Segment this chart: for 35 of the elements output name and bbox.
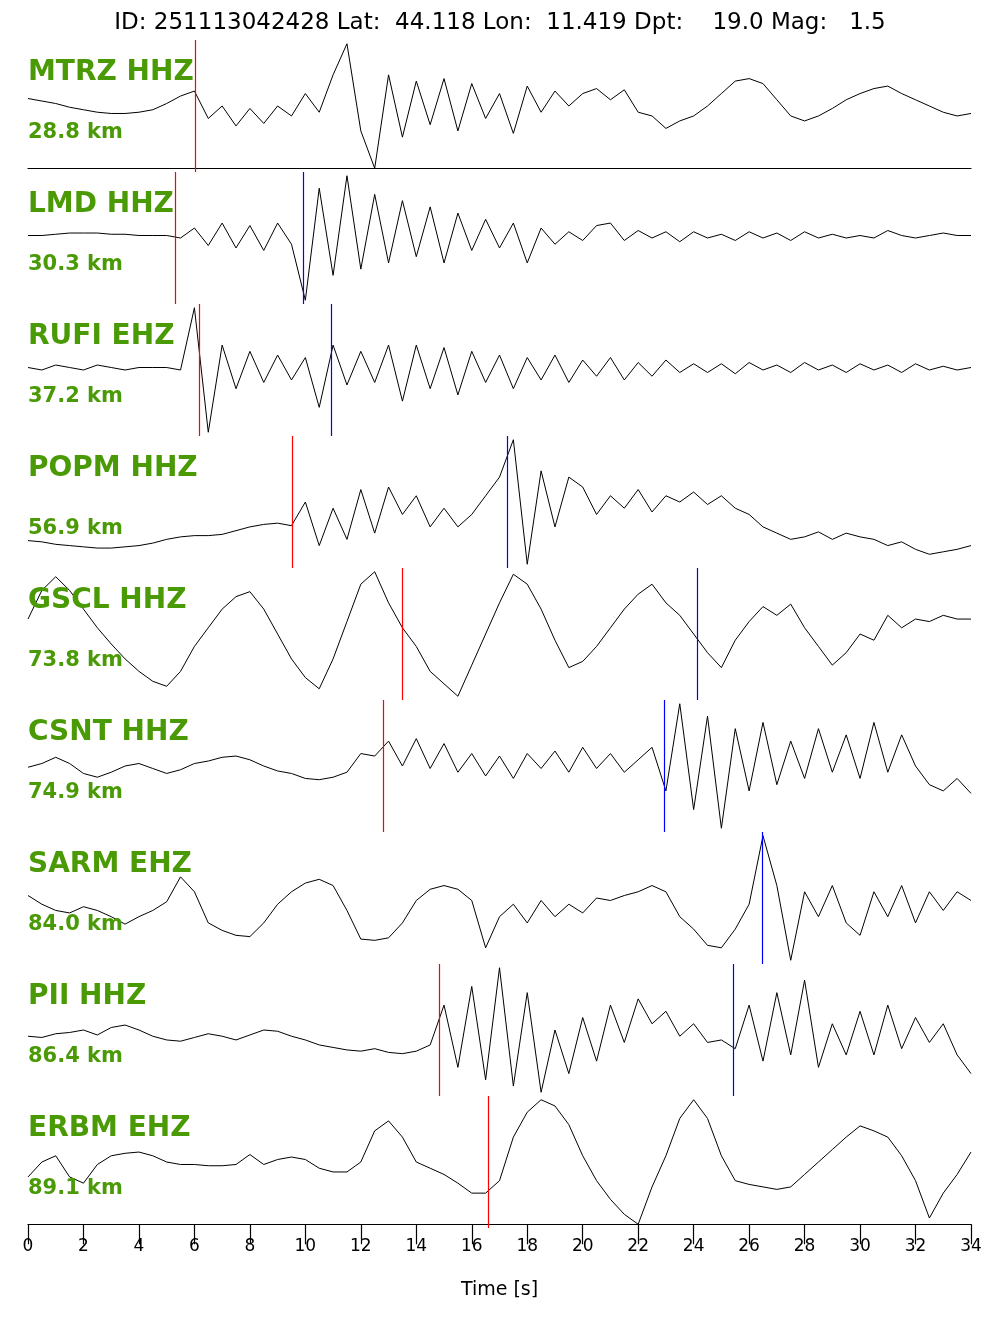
annotation: MTRZ HHZ bbox=[28, 53, 194, 87]
x-tick-label: 22 bbox=[627, 1234, 649, 1255]
x-tick-label: 12 bbox=[350, 1234, 372, 1255]
x-tick-label: 0 bbox=[22, 1234, 34, 1255]
x-tick-label: 16 bbox=[460, 1234, 483, 1255]
x-tick-label: 20 bbox=[571, 1234, 594, 1255]
x-axis-title: Time [s] bbox=[459, 1276, 539, 1299]
x-tick-label: 30 bbox=[849, 1234, 871, 1255]
annotation: 84.0 km bbox=[28, 910, 123, 935]
annotation: POPM HHZ bbox=[28, 449, 198, 483]
x-tick-label: 18 bbox=[516, 1234, 539, 1255]
x-tick-label: 4 bbox=[133, 1234, 145, 1255]
x-tick-label: 32 bbox=[904, 1234, 927, 1255]
x-tick-label: 26 bbox=[738, 1234, 760, 1255]
annotation: 37.2 km bbox=[28, 382, 123, 407]
x-tick-label: 14 bbox=[405, 1234, 428, 1255]
annotation: 56.9 km bbox=[28, 514, 123, 539]
annotation: 73.8 km bbox=[28, 646, 123, 671]
annotation: PII HHZ bbox=[28, 977, 147, 1011]
x-tick-label: 28 bbox=[793, 1234, 816, 1255]
annotation: 86.4 km bbox=[28, 1042, 123, 1067]
annotation: ERBM EHZ bbox=[28, 1109, 191, 1143]
x-tick-label: 10 bbox=[294, 1234, 317, 1255]
chart-title: ID: 251113042428 Lat: 44.118 Lon: 11.419 Dpt: 19.0 Mag: 1.5 bbox=[114, 7, 886, 34]
annotation: RUFI EHZ bbox=[28, 317, 175, 351]
annotation: 89.1 km bbox=[28, 1174, 123, 1199]
annotation: CSNT HHZ bbox=[28, 713, 189, 747]
x-tick-label: 2 bbox=[78, 1234, 89, 1255]
annotation: LMD HHZ bbox=[28, 185, 174, 219]
annotation: SARM EHZ bbox=[28, 845, 192, 879]
annotation: 28.8 km bbox=[28, 118, 123, 143]
annotation: 30.3 km bbox=[28, 250, 123, 275]
x-tick-label: 34 bbox=[960, 1234, 982, 1255]
x-tick-label: 24 bbox=[682, 1234, 705, 1255]
annotation: 74.9 km bbox=[28, 778, 123, 803]
